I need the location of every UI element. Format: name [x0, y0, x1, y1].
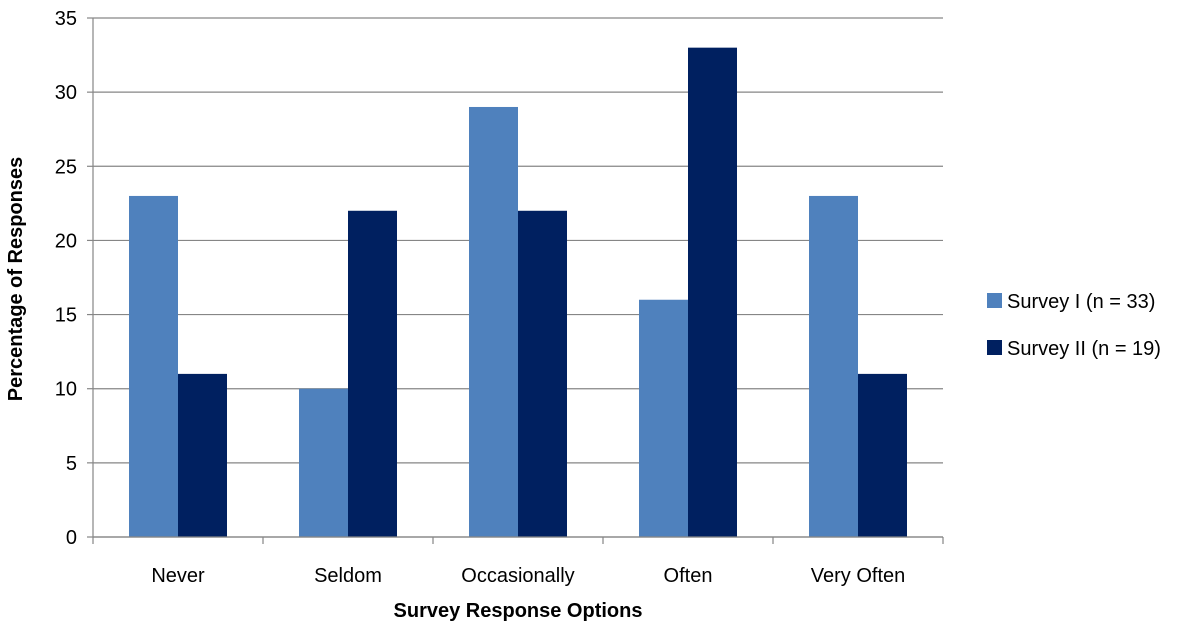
bar-never-series-2	[178, 373, 227, 537]
bar-occasionally-series-2	[518, 210, 567, 537]
bars	[129, 47, 907, 538]
y-tick-label: 20	[55, 230, 77, 252]
axes	[87, 17, 944, 544]
y-tick-label: 30	[55, 82, 77, 104]
bar-seldom-series-2	[348, 210, 397, 537]
x-tick-label: Very Often	[811, 565, 906, 587]
legend-swatch-survey-1	[987, 293, 1002, 308]
x-tick-label: Occasionally	[461, 565, 574, 587]
x-tick-label: Often	[664, 565, 713, 587]
y-tick-label: 25	[55, 156, 77, 178]
tick-labels: 0 5 10 15 20 25 30 35 Never Seldom Occasionally Oft…	[55, 8, 906, 587]
y-axis-title: Percentage of Responses	[5, 157, 27, 402]
x-tick-label: Seldom	[314, 565, 382, 587]
y-tick-label: 0	[66, 527, 77, 549]
bar-often-series-2	[688, 47, 737, 538]
legend-label-survey-1: Survey I (n = 33)	[1007, 291, 1155, 313]
bar-occasionally-series-1	[469, 106, 518, 537]
legend-swatch-survey-2	[987, 340, 1002, 355]
y-tick-label: 10	[55, 379, 77, 401]
y-tick-label: 5	[66, 453, 77, 475]
bar-very-often-series-2	[858, 373, 907, 537]
x-tick-label: Never	[151, 565, 205, 587]
bar-very-often-series-1	[809, 195, 858, 537]
bar-seldom-series-1	[299, 388, 348, 537]
y-tick-label: 35	[55, 8, 77, 30]
y-tick-label: 15	[55, 305, 77, 327]
bar-never-series-1	[129, 195, 178, 537]
legend-label-survey-2: Survey II (n = 19)	[1007, 338, 1161, 360]
x-axis-title: Survey Response Options	[394, 600, 643, 622]
legend: Survey I (n = 33) Survey II (n = 19)	[987, 291, 1161, 360]
bar-often-series-1	[639, 299, 688, 537]
